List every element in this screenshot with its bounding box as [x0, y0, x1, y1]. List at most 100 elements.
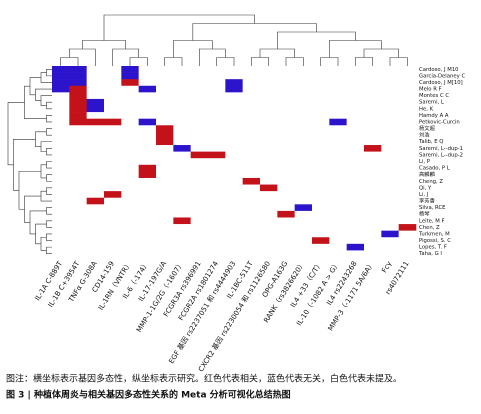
heatmap-cell — [190, 105, 209, 113]
heatmap-cell — [329, 118, 347, 126]
heatmap-cell — [329, 210, 347, 218]
heatmap-cell — [381, 191, 399, 199]
heatmap-cell — [225, 164, 243, 172]
row-label: Garcia-Delaney C — [419, 73, 465, 79]
heatmap-cell — [173, 158, 191, 166]
heatmap-cell — [312, 197, 330, 205]
heatmap-cell — [121, 217, 139, 225]
caption-note: 图注：横坐标表示基因多态性，纵坐标表示研究。红色代表相关，蓝色代表无关，白色代表… — [6, 373, 402, 385]
heatmap-cell — [364, 191, 382, 199]
heatmap-cell — [208, 151, 226, 159]
heatmap-cell — [312, 171, 330, 179]
heatmap-cell — [121, 224, 139, 231]
heatmap-cell — [312, 164, 330, 172]
heatmap-cell — [277, 237, 295, 245]
row-label: Qi, Y — [419, 185, 432, 191]
heatmap-cell — [312, 158, 330, 166]
heatmap-cell — [225, 191, 243, 199]
heatmap-cell — [173, 125, 191, 133]
heatmap-cell — [346, 145, 365, 152]
heatmap-cell — [190, 171, 209, 179]
heatmap-cell — [121, 112, 139, 119]
heatmap-cell — [208, 243, 226, 251]
heatmap-cell — [104, 112, 122, 119]
heatmap-cell — [294, 250, 313, 258]
heatmap-cell — [260, 191, 278, 199]
heatmap-cell — [225, 197, 243, 205]
heatmap-cell — [69, 250, 87, 258]
heatmap-cell — [121, 138, 139, 146]
heatmap-cell — [104, 66, 122, 73]
heatmap-cell — [86, 191, 105, 199]
heatmap-cell — [312, 184, 330, 192]
heatmap-cell — [346, 66, 365, 73]
heatmap-cell — [260, 204, 278, 212]
heatmap-cell — [364, 204, 382, 212]
heatmap-cell — [86, 118, 105, 126]
row-label: Pigossi, S. C — [419, 238, 451, 244]
row-label: 刘浩 — [419, 131, 430, 139]
heatmap-cell — [52, 151, 70, 159]
heatmap-cell — [86, 171, 105, 179]
heatmap-cell — [208, 85, 226, 93]
heatmap-cell — [86, 151, 105, 159]
heatmap-cell — [190, 184, 209, 192]
heatmap-cell — [242, 177, 261, 185]
row-label: Chen, Z — [419, 225, 440, 231]
heatmap-cell — [208, 250, 226, 258]
heatmap-cell — [156, 243, 174, 251]
heatmap-cell — [329, 197, 347, 205]
heatmap-cell — [242, 250, 261, 258]
heatmap-cell — [208, 138, 226, 146]
heatmap-cell — [381, 164, 399, 172]
heatmap-cell — [346, 204, 365, 212]
heatmap-cell — [138, 105, 157, 113]
heatmap-cell — [260, 184, 278, 192]
heatmap-cell — [104, 145, 122, 152]
heatmap-cell — [398, 158, 417, 166]
row-label: Li, J — [419, 192, 429, 198]
heatmap-cell — [121, 158, 139, 166]
heatmap-cell — [138, 230, 157, 238]
heatmap-cell — [312, 112, 330, 119]
heatmap-cell — [225, 171, 243, 179]
heatmap-cell — [190, 164, 209, 172]
heatmap-cell — [138, 145, 157, 152]
heatmap-cell — [312, 204, 330, 212]
heatmap-cell — [277, 217, 295, 225]
heatmap-cell — [156, 217, 174, 225]
heatmap-cell — [52, 98, 70, 106]
heatmap-cell — [346, 85, 365, 93]
heatmap-cell — [86, 66, 105, 73]
dendrogram — [7, 14, 408, 255]
heatmap-cell — [364, 105, 382, 113]
heatmap-cell — [156, 85, 174, 93]
heatmap-cell — [294, 197, 313, 205]
heatmap-cell — [242, 204, 261, 212]
heatmap-cell — [52, 217, 70, 225]
heatmap-cell — [346, 151, 365, 159]
heatmap-cell — [346, 138, 365, 146]
heatmap-cell — [277, 112, 295, 119]
heatmap-cell — [398, 171, 417, 179]
heatmap-cell — [381, 92, 399, 100]
heatmap-cell — [364, 131, 382, 139]
heatmap-cell — [398, 98, 417, 106]
heatmap-cell — [242, 92, 261, 100]
dendrogram-branch — [46, 233, 52, 241]
heatmap-cell — [173, 171, 191, 179]
heatmap-cell — [173, 184, 191, 192]
dendrogram-branch — [251, 57, 269, 66]
heatmap-cell — [190, 191, 209, 199]
heatmap-cell — [364, 79, 382, 87]
heatmap-cell — [86, 217, 105, 225]
heatmap-cell — [156, 98, 174, 106]
heatmap-cell — [121, 66, 139, 73]
heatmap-cell — [364, 98, 382, 106]
heatmap-cell — [69, 171, 87, 179]
heatmap-cell — [242, 171, 261, 179]
heatmap-cell — [173, 151, 191, 159]
heatmap-cell — [225, 72, 243, 80]
heatmap-cell — [260, 197, 278, 205]
heatmap-cell — [156, 158, 174, 166]
